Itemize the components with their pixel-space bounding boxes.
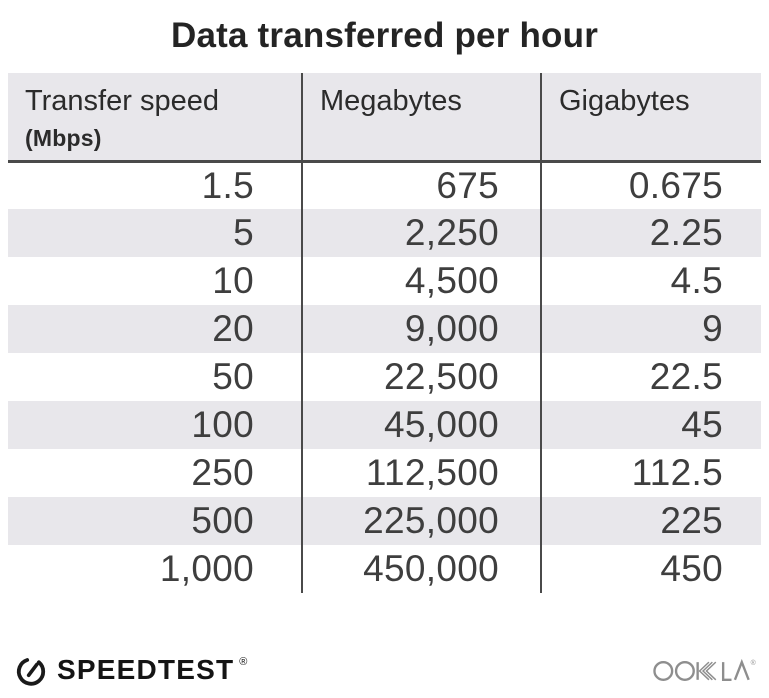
ookla-logo: ® [653,656,757,684]
table-row: 5 2,250 2.25 [8,209,761,257]
col-header-megabytes: Megabytes [301,73,541,163]
infographic-page: Data transferred per hour Transfer speed… [0,16,769,698]
ookla-wordmark-icon: ® [653,658,756,681]
table-row: 10 4,500 4.5 [8,257,761,305]
cell-megabytes: 45,000 [301,401,541,449]
cell-transfer-speed: 20 [8,305,302,353]
ookla-registered-mark: ® [751,659,756,667]
data-table: Transfer speed (Mbps) Megabytes Gigabyte… [8,73,761,593]
cell-megabytes: 450,000 [301,545,541,593]
cell-transfer-speed: 500 [8,497,302,545]
col-header-gigabytes: Gigabytes [540,73,761,163]
cell-megabytes: 4,500 [301,257,541,305]
cell-transfer-speed: 1.5 [201,164,254,206]
table-row: 1,000 450,000 450 [8,545,761,593]
col-header-transfer-speed-label: Transfer speed [25,85,219,117]
speedtest-gauge-icon [16,657,46,686]
cell-gigabytes: 45 [540,401,761,449]
cell-gigabytes: 0.675 [540,161,761,209]
cell-megabytes: 9,000 [301,305,541,353]
cell-gigabytes: 9 [540,305,761,353]
cell-transfer-speed: 1,000 [159,548,254,589]
cell-gigabytes: 2.25 [540,209,761,257]
cell-transfer-speed: 10 [212,260,254,301]
cell-gigabytes: 450 [540,545,761,593]
page-title: Data transferred per hour [170,16,599,55]
footer: SPEEDTEST ® ® [14,651,757,689]
table-row: 500 225,000 225 [8,497,761,545]
speedtest-logo: SPEEDTEST ® [14,653,247,688]
cell-megabytes: 2,250 [301,209,541,257]
cell-megabytes: 112,500 [301,449,541,497]
table-row: 1.5 675 0.675 [8,161,761,209]
header-row: Transfer speed (Mbps) Megabytes Gigabyte… [8,73,761,163]
table-row: 20 9,000 9 [8,305,761,353]
speedtest-registered-mark: ® [239,655,248,668]
table-row: 100 45,000 45 [8,401,761,449]
speedtest-wordmark: SPEEDTEST [57,654,235,685]
col-header-transfer-speed: Transfer speed (Mbps) [8,73,302,163]
cell-transfer-speed: 100 [8,401,302,449]
table-row: 250 112,500 112.5 [8,449,761,497]
cell-gigabytes: 112.5 [540,449,761,497]
cell-transfer-speed: 250 [191,452,254,493]
cell-megabytes: 675 [301,161,541,209]
col-header-transfer-speed-unit: (Mbps) [25,125,102,151]
table-row: 50 22,500 22.5 [8,353,761,401]
cell-transfer-speed: 50 [212,356,254,397]
cell-megabytes: 225,000 [301,497,541,545]
cell-gigabytes: 4.5 [540,257,761,305]
cell-megabytes: 22,500 [301,353,541,401]
cell-gigabytes: 22.5 [540,353,761,401]
cell-gigabytes: 225 [540,497,761,545]
cell-transfer-speed: 5 [8,209,302,257]
